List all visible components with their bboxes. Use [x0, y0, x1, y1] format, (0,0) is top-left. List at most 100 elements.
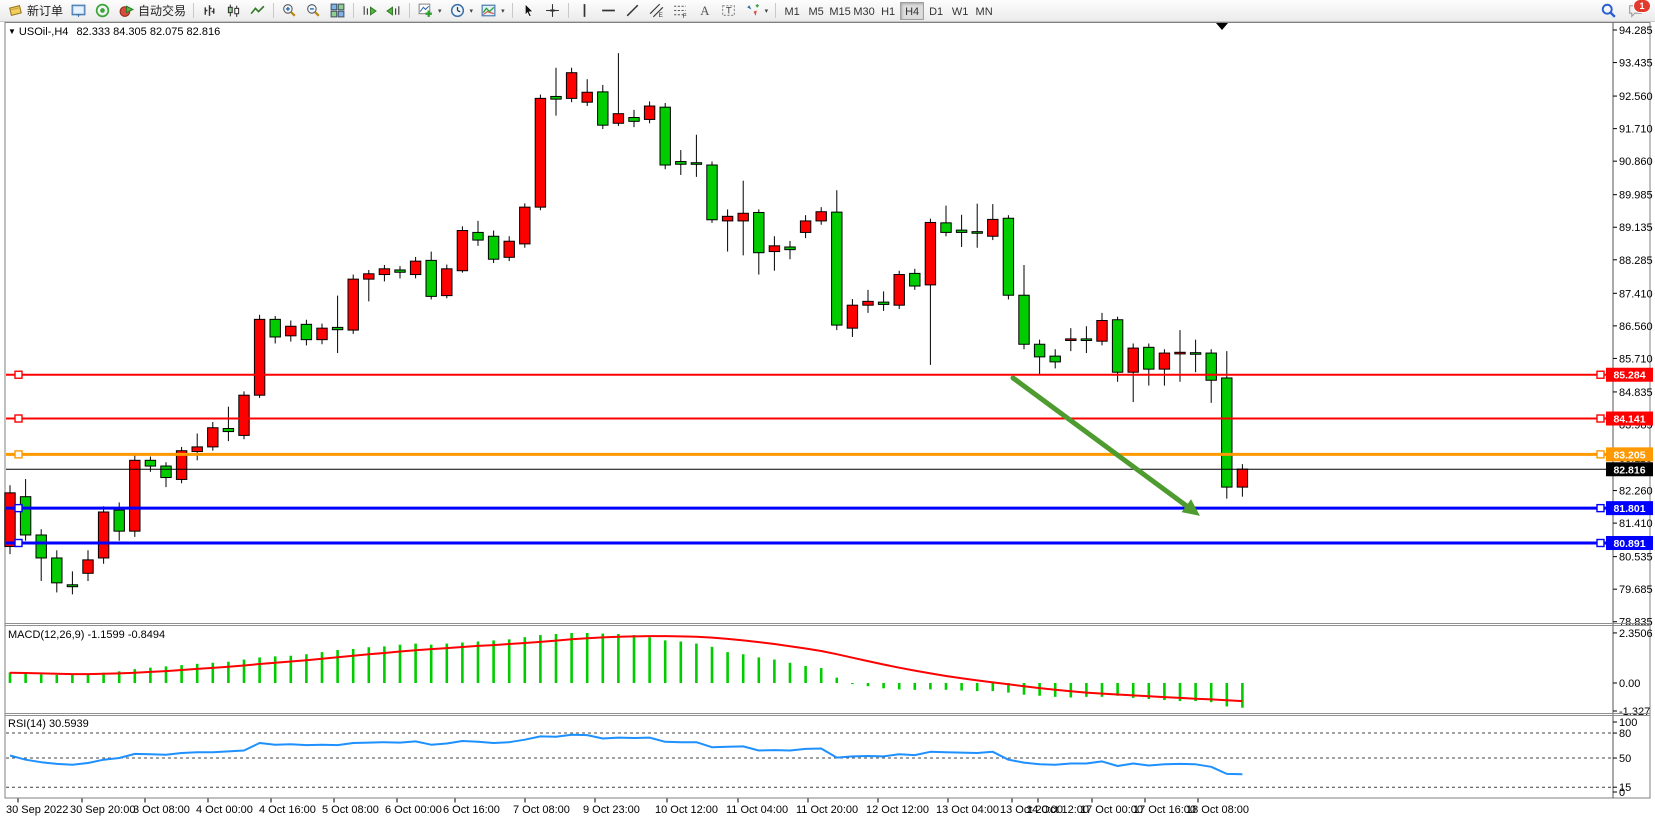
- line-handle[interactable]: [14, 450, 23, 459]
- tile-windows-button[interactable]: [326, 1, 349, 21]
- periods-button[interactable]: ▾: [446, 1, 477, 21]
- macd-histogram-bar: [741, 654, 745, 683]
- time-axis[interactable]: 30 Sep 2022 30 Sep 20:003 Oct 08:00 4 Oct …: [6, 798, 1249, 817]
- indicators-button[interactable]: ▾: [414, 1, 445, 21]
- line-handle[interactable]: [1596, 503, 1605, 513]
- channel-button[interactable]: E: [645, 1, 668, 21]
- bar-chart-button[interactable]: [198, 1, 221, 21]
- candle-body: [394, 269, 406, 273]
- zoom-in-button[interactable]: [278, 1, 301, 21]
- candle-body: [1205, 352, 1217, 381]
- cursor-button[interactable]: [517, 1, 540, 21]
- horizontal-line-button[interactable]: [597, 1, 620, 21]
- price-tick-label: 92.560: [1619, 91, 1653, 103]
- candle-body: [1158, 352, 1171, 370]
- chart-frame: [4, 22, 1651, 799]
- macd-axis-label: 2.3506: [1619, 628, 1653, 640]
- zoom-out-button[interactable]: [302, 1, 325, 21]
- text-button[interactable]: A: [693, 1, 716, 21]
- candle-body: [66, 584, 79, 588]
- line-handle[interactable]: [1596, 370, 1605, 379]
- timeframe-m1[interactable]: M1: [784, 5, 800, 18]
- time-tick-label: 13 Oct 20:00: [1000, 804, 1063, 816]
- timeframe-m5[interactable]: M5: [808, 5, 824, 18]
- candle-body: [955, 229, 968, 233]
- line-handle[interactable]: [14, 538, 23, 548]
- candlestick-button[interactable]: [222, 1, 245, 21]
- chart-shift-button[interactable]: [382, 1, 405, 21]
- price-tick-label: 79.685: [1619, 584, 1653, 596]
- line-handle[interactable]: [14, 370, 23, 379]
- time-tick-label: 4 Oct 16:00: [259, 804, 316, 816]
- chart-title[interactable]: ▼ USOil-,H4 82.333 84.305 82.075 82.816: [8, 26, 220, 38]
- fibonacci-button[interactable]: F: [669, 1, 692, 21]
- macd-histogram-bar: [1178, 683, 1182, 702]
- trendline-button[interactable]: [621, 1, 644, 21]
- autotrade-button[interactable]: 自动交易: [115, 1, 189, 21]
- candles-series[interactable]: [4, 53, 1249, 595]
- symbol-dropdown-icon[interactable]: ▼: [8, 27, 16, 36]
- candle-body: [1127, 347, 1139, 373]
- fibonacci-icon: F: [672, 2, 689, 19]
- candle-body: [331, 326, 344, 331]
- macd-histogram-bar: [429, 644, 433, 683]
- line-handle[interactable]: [1596, 450, 1605, 459]
- line-chart-button[interactable]: [246, 1, 269, 21]
- charts-button[interactable]: [67, 1, 90, 21]
- price-axis[interactable]: 94.285 93.435 92.560 91.710 90.860 89.985 89.1…: [1612, 22, 1653, 799]
- macd-histogram-bar: [86, 674, 90, 683]
- line-handle[interactable]: [14, 503, 23, 513]
- time-tick-label: 30 Sep 20:00: [70, 804, 135, 816]
- macd-histogram-bar: [398, 644, 402, 683]
- price-tick-label: 85.710: [1619, 353, 1653, 365]
- line-handle[interactable]: [1596, 538, 1605, 548]
- crosshair-button[interactable]: [541, 1, 564, 21]
- timeframe-m15[interactable]: M15: [829, 5, 851, 18]
- timeframe-h1[interactable]: H1: [881, 5, 896, 18]
- macd-histogram-bar: [523, 637, 527, 683]
- candle-body: [503, 240, 515, 258]
- chart-shift-marker[interactable]: [1216, 23, 1228, 30]
- line-handle[interactable]: [1596, 414, 1605, 423]
- timeframe-h4[interactable]: H4: [900, 1, 925, 20]
- trendline-icon: [624, 2, 641, 19]
- chat-button[interactable]: 1: [1624, 0, 1651, 21]
- chevron-down-icon: ▾: [501, 7, 505, 15]
- price-tick-label: 81.410: [1619, 518, 1653, 530]
- candle-body: [238, 394, 250, 436]
- template-button[interactable]: ▾: [477, 1, 508, 21]
- macd-histogram-bar: [1147, 683, 1151, 699]
- macd-histogram-bar: [102, 672, 105, 683]
- candle-body: [269, 318, 281, 338]
- macd-histogram-bar: [648, 637, 651, 683]
- candle-body: [1096, 320, 1108, 342]
- timeframe-w1[interactable]: W1: [951, 5, 969, 18]
- timeframe-d1[interactable]: D1: [929, 5, 944, 18]
- text-label-button[interactable]: T: [717, 1, 740, 21]
- timeframe-mn[interactable]: MN: [975, 5, 993, 18]
- new-order-button[interactable]: 新订单: [4, 1, 66, 21]
- svg-text:A: A: [700, 4, 710, 18]
- time-tick-label: 9 Oct 23:00: [583, 804, 640, 816]
- signals-button[interactable]: [91, 1, 114, 21]
- timeframe-m30[interactable]: M30: [853, 5, 875, 18]
- search-button[interactable]: [1597, 1, 1620, 21]
- trend-arrow-annotation[interactable]: [1010, 375, 1200, 516]
- auto-scroll-button[interactable]: [358, 1, 381, 21]
- crosshair-icon: [544, 2, 561, 19]
- horizontal-lines: [6, 370, 1612, 548]
- vertical-line-button[interactable]: [573, 1, 596, 21]
- macd-histogram-bar: [320, 652, 324, 683]
- line-handle[interactable]: [14, 414, 23, 423]
- price-tick-label: 80.535: [1619, 552, 1653, 564]
- arrows-button[interactable]: ▾: [741, 1, 772, 21]
- macd-histogram-bar: [975, 683, 979, 692]
- candle-body: [643, 105, 656, 120]
- toolbar-separator: [193, 3, 195, 18]
- macd-histogram-bar: [851, 683, 854, 685]
- candle-body: [51, 557, 63, 584]
